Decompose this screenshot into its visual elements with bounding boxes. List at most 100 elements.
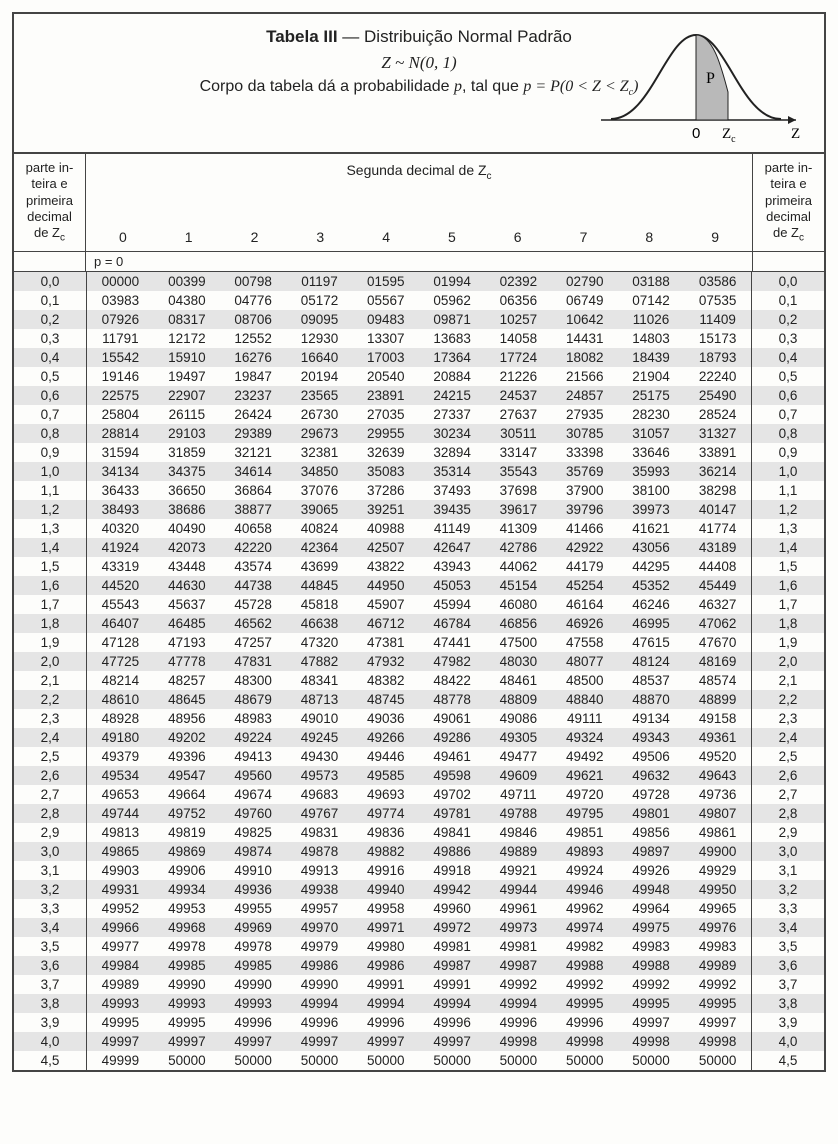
cell: 04380	[154, 291, 220, 310]
cell: 49760	[220, 804, 286, 823]
cell: 09871	[419, 310, 485, 329]
cell: 00798	[220, 272, 286, 291]
cell: 49882	[353, 842, 419, 861]
cell: 49643	[684, 766, 751, 785]
table-row: 3,14990349906499104991349916499184992149…	[14, 861, 824, 880]
cell: 19497	[154, 367, 220, 386]
cell: 12552	[220, 329, 286, 348]
z-right: 4,0	[752, 1032, 825, 1051]
cell: 49992	[684, 975, 751, 994]
cell: 35314	[419, 462, 485, 481]
z-right: 1,7	[752, 595, 825, 614]
z-right: 3,8	[752, 994, 825, 1013]
cell: 49995	[618, 994, 684, 1013]
cell: 34375	[154, 462, 220, 481]
cell: 49997	[353, 1032, 419, 1051]
cell: 49996	[485, 1013, 551, 1032]
cell: 24215	[419, 386, 485, 405]
cell: 49396	[154, 747, 220, 766]
cell: 49702	[419, 785, 485, 804]
cell: 49324	[552, 728, 618, 747]
cell: 49981	[419, 937, 485, 956]
cell: 48382	[353, 671, 419, 690]
cell: 49998	[684, 1032, 751, 1051]
table-row: 2,84974449752497604976749774497814978849…	[14, 804, 824, 823]
cell: 43574	[220, 557, 286, 576]
cell: 49994	[286, 994, 352, 1013]
cell: 24537	[485, 386, 551, 405]
table-row: 1,64452044630447384484544950450534515445…	[14, 576, 824, 595]
z-right: 0,0	[752, 272, 825, 291]
cell: 21904	[618, 367, 684, 386]
cell: 49813	[87, 823, 154, 842]
line3-p: p	[454, 78, 462, 95]
cell: 36214	[684, 462, 751, 481]
cell: 37493	[419, 481, 485, 500]
cell: 47882	[286, 652, 352, 671]
lh-2: primeira	[18, 193, 81, 209]
cell: 49924	[552, 861, 618, 880]
cell: 43319	[87, 557, 154, 576]
z-left: 1,5	[14, 557, 87, 576]
z-left: 3,3	[14, 899, 87, 918]
cell: 49964	[618, 899, 684, 918]
z-left: 3,7	[14, 975, 87, 994]
cell: 49534	[87, 766, 154, 785]
z-right: 1,0	[752, 462, 825, 481]
cell: 49971	[353, 918, 419, 937]
cell: 50000	[618, 1051, 684, 1070]
cell: 01197	[286, 272, 352, 291]
cell: 49585	[353, 766, 419, 785]
z-left: 1,6	[14, 576, 87, 595]
cell: 49944	[485, 880, 551, 899]
rh-3: decimal	[757, 209, 820, 225]
cell: 49430	[286, 747, 352, 766]
cell: 23891	[353, 386, 419, 405]
cell: 29103	[154, 424, 220, 443]
cell: 48679	[220, 690, 286, 709]
cell: 31594	[87, 443, 154, 462]
cell: 01595	[353, 272, 419, 291]
cell: 40988	[353, 519, 419, 538]
cell: 49781	[419, 804, 485, 823]
lh-4: de Zc	[18, 225, 81, 245]
cell: 48341	[286, 671, 352, 690]
cell: 32381	[286, 443, 352, 462]
cell: 49984	[87, 956, 154, 975]
cell: 08317	[154, 310, 220, 329]
cell: 49975	[618, 918, 684, 937]
cell: 48537	[618, 671, 684, 690]
header: Tabela III — Distribuição Normal Padrão …	[14, 14, 824, 154]
z-left: 2,5	[14, 747, 87, 766]
cell: 16276	[220, 348, 286, 367]
cell: 49224	[220, 728, 286, 747]
cell: 49931	[87, 880, 154, 899]
cell: 38686	[154, 500, 220, 519]
cell: 49492	[552, 747, 618, 766]
z-right: 2,9	[752, 823, 825, 842]
table-row: 0,51914619497198472019420540208842122621…	[14, 367, 824, 386]
z-left: 1,2	[14, 500, 87, 519]
cell: 49865	[87, 842, 154, 861]
cell: 45154	[485, 576, 551, 595]
cell: 48645	[154, 690, 220, 709]
cell: 46485	[154, 614, 220, 633]
cell: 49942	[419, 880, 485, 899]
cell: 49361	[684, 728, 751, 747]
z-right: 3,4	[752, 918, 825, 937]
table-row: 1,34032040490406584082440988411494130941…	[14, 519, 824, 538]
cell: 49836	[353, 823, 419, 842]
cell: 42507	[353, 538, 419, 557]
cell: 48300	[220, 671, 286, 690]
cell: 41149	[419, 519, 485, 538]
cell: 37076	[286, 481, 352, 500]
cell: 46856	[485, 614, 551, 633]
cell: 46164	[552, 595, 618, 614]
z-right: 1,4	[752, 538, 825, 557]
z-right: 2,2	[752, 690, 825, 709]
cell: 14803	[618, 329, 684, 348]
cell: 49986	[286, 956, 352, 975]
cell: 48422	[419, 671, 485, 690]
cell: 12930	[286, 329, 352, 348]
cell: 47725	[87, 652, 154, 671]
